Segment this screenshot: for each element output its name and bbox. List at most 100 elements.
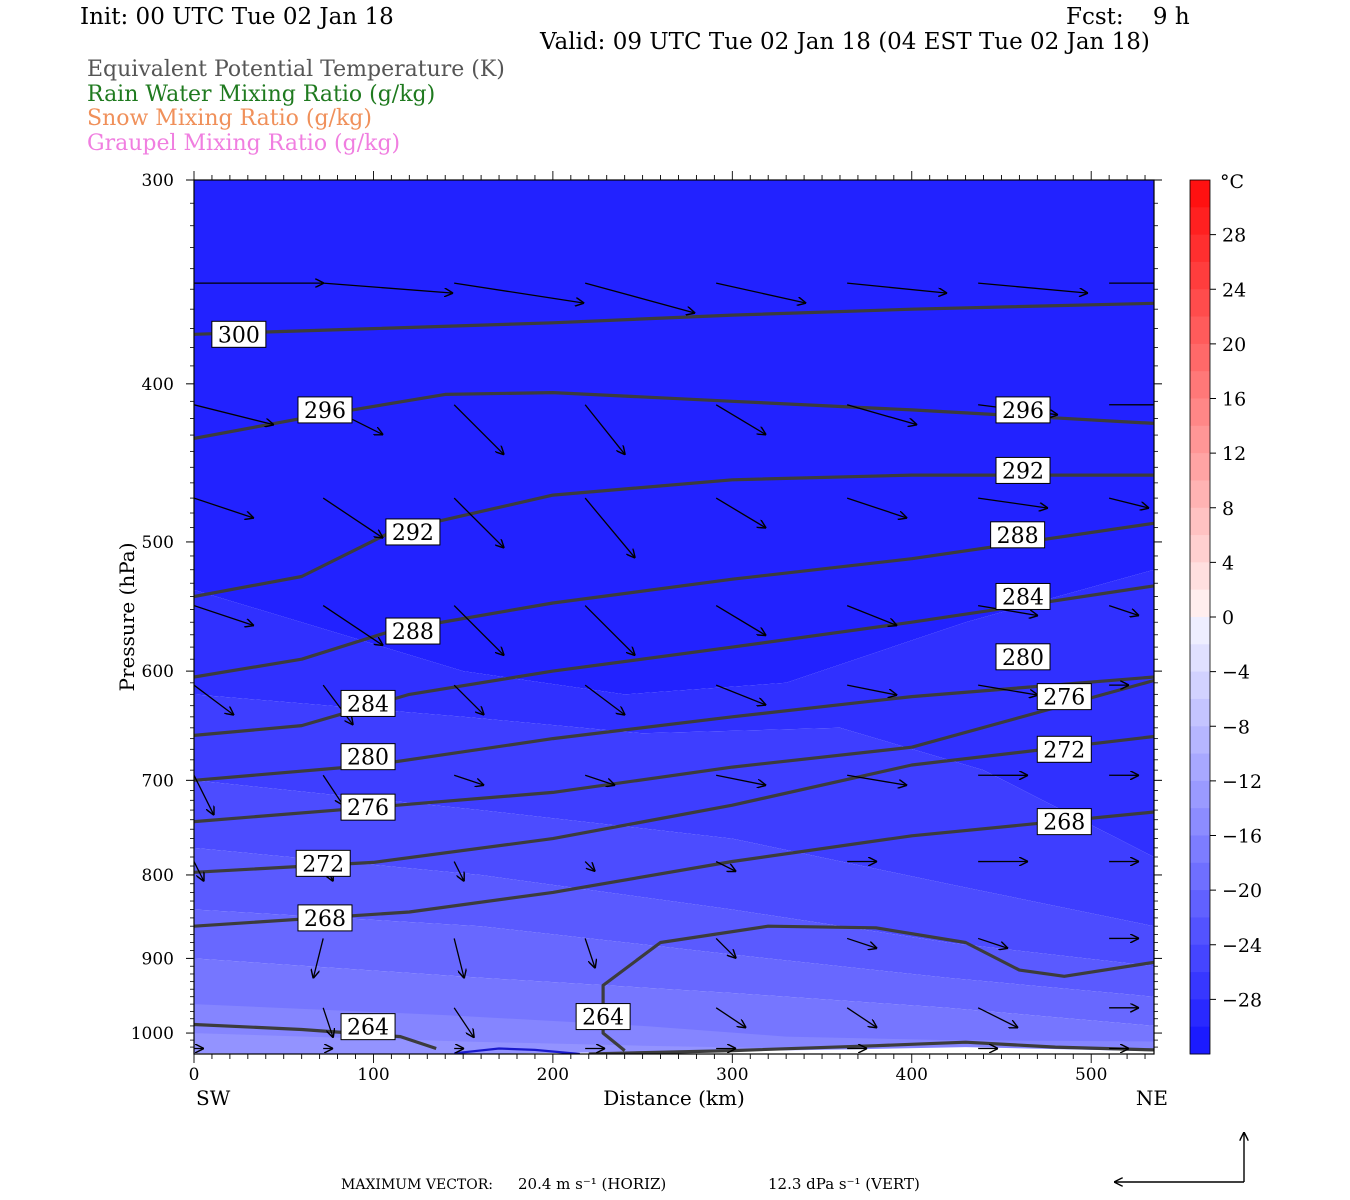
colorbar-tick-label: −4 xyxy=(1222,662,1250,684)
wind-vector xyxy=(313,938,324,978)
colorbar-swatch xyxy=(1190,398,1210,427)
contour-label: 284 xyxy=(1002,585,1044,610)
legend-theta-e: Equivalent Potential Temperature (K) xyxy=(87,57,505,82)
wind-vector xyxy=(322,774,343,805)
contour-label-box xyxy=(340,1013,396,1041)
contour-label: 268 xyxy=(1043,811,1085,836)
temperature-fill-layer xyxy=(194,180,1154,1054)
colorbar-swatch xyxy=(1190,890,1210,918)
wind-vector xyxy=(715,1007,746,1028)
y-tick-label: 1000 xyxy=(131,1024,174,1044)
wind-vector xyxy=(716,774,766,785)
contour-label-box xyxy=(340,689,396,717)
colorbar-swatch xyxy=(1190,917,1210,946)
contour-label: 284 xyxy=(347,692,389,717)
colorbar-tick-label: 12 xyxy=(1222,443,1246,465)
wind-vector xyxy=(847,282,947,293)
theta-e-contour xyxy=(194,473,1154,599)
wind-vector xyxy=(584,497,635,558)
colorbar-swatch xyxy=(1190,589,1210,618)
theta-e-contour xyxy=(194,301,1154,336)
colorbar-swatch xyxy=(1190,617,1210,645)
colorbar-swatch xyxy=(1190,1026,1210,1055)
colorbar-tick-label: 8 xyxy=(1222,498,1234,520)
colorbar-swatch xyxy=(1190,425,1210,454)
contour-label: 292 xyxy=(1002,459,1044,484)
plot-frame xyxy=(193,179,1155,1055)
colorbar-tick-label: −12 xyxy=(1222,771,1262,793)
colorbar: 28 24 20 16 12 8 4 0 −4 −8 −12 −16 −20 −24 −28 xyxy=(1189,179,1262,1055)
colorbar-swatch xyxy=(1190,371,1210,399)
contour-label-box xyxy=(297,904,353,932)
wind-vector xyxy=(194,1007,195,1010)
colorbar-swatch xyxy=(1190,698,1210,727)
wind-vector-layer xyxy=(194,282,1154,1048)
contour-label-box xyxy=(995,582,1051,610)
contour-label: 288 xyxy=(997,524,1039,549)
wind-vector xyxy=(584,938,595,968)
axis-layer: 300 400 500 600 700 800 900 1000 0 100 200 300 400 50… xyxy=(131,171,1162,1085)
contour-label-box xyxy=(340,743,396,771)
legend-snow: Snow Mixing Ratio (g/kg) xyxy=(87,106,372,131)
wind-vector xyxy=(978,282,1088,293)
init-time: Init: 00 UTC Tue 02 Jan 18 xyxy=(80,4,394,30)
colorbar-swatch xyxy=(1190,343,1210,372)
wind-vector xyxy=(977,1007,1018,1028)
wind-vector xyxy=(978,497,1048,508)
colorbar-swatch xyxy=(1190,453,1210,481)
contour-label: 288 xyxy=(392,620,434,645)
wind-vector xyxy=(453,404,504,455)
temperature-band xyxy=(194,909,1154,1026)
wind-vector xyxy=(584,684,625,715)
contour-label-box xyxy=(1036,735,1092,763)
contour-label-box xyxy=(297,396,353,424)
rain-water-contour xyxy=(454,1047,580,1054)
wind-vector xyxy=(453,861,464,882)
y-tick-label: 500 xyxy=(142,533,174,553)
wind-vector xyxy=(194,774,214,815)
wind-vector xyxy=(1108,497,1149,508)
temperature-band xyxy=(194,569,1154,857)
wind-vector xyxy=(453,605,504,656)
contour-label: 264 xyxy=(347,1016,389,1041)
colorbar-tick-label: 20 xyxy=(1222,334,1246,356)
y-tick-label: 600 xyxy=(142,662,174,682)
contour-label-box xyxy=(1036,683,1092,711)
wind-vector xyxy=(847,684,897,695)
wind-vector xyxy=(846,604,897,626)
colorbar-swatch xyxy=(1190,480,1210,509)
contour-label: 280 xyxy=(347,746,389,771)
contour-label: 296 xyxy=(1002,399,1044,424)
x-tick-label: 0 xyxy=(189,1065,200,1085)
wind-vector xyxy=(584,605,635,656)
colorbar-swatch xyxy=(1190,862,1210,891)
wind-vector xyxy=(194,861,204,882)
contour-label: 280 xyxy=(1002,646,1044,671)
colorbar-swatch xyxy=(1190,562,1210,591)
colorbar-tick-label: −8 xyxy=(1222,716,1250,738)
wind-vector xyxy=(715,605,766,636)
colorbar-swatch xyxy=(1190,180,1210,208)
colorbar-tick-label: −20 xyxy=(1222,880,1262,902)
wind-vector xyxy=(715,497,766,528)
colorbar-swatch xyxy=(1190,726,1210,754)
contour-label-box xyxy=(211,320,267,348)
contour-label-box xyxy=(990,521,1046,549)
reference-vector xyxy=(1114,1132,1244,1182)
colorbar-unit: °C xyxy=(1220,171,1244,193)
wind-vector xyxy=(322,684,353,725)
contour-label: 276 xyxy=(347,796,389,821)
wind-vector xyxy=(323,282,453,293)
wind-vector xyxy=(322,497,383,538)
colorbar-tick-label: 24 xyxy=(1222,279,1246,301)
wind-vector xyxy=(847,774,907,785)
wind-vector xyxy=(978,604,1038,616)
theta-e-contour xyxy=(588,1040,1154,1054)
wind-vector xyxy=(453,684,484,715)
wind-vector xyxy=(454,282,584,303)
x-tick-label: 400 xyxy=(896,1065,928,1085)
contour-label-box xyxy=(995,643,1051,671)
colorbar-swatch xyxy=(1190,261,1210,290)
max-vector-label: MAXIMUM VECTOR: xyxy=(341,1177,493,1193)
